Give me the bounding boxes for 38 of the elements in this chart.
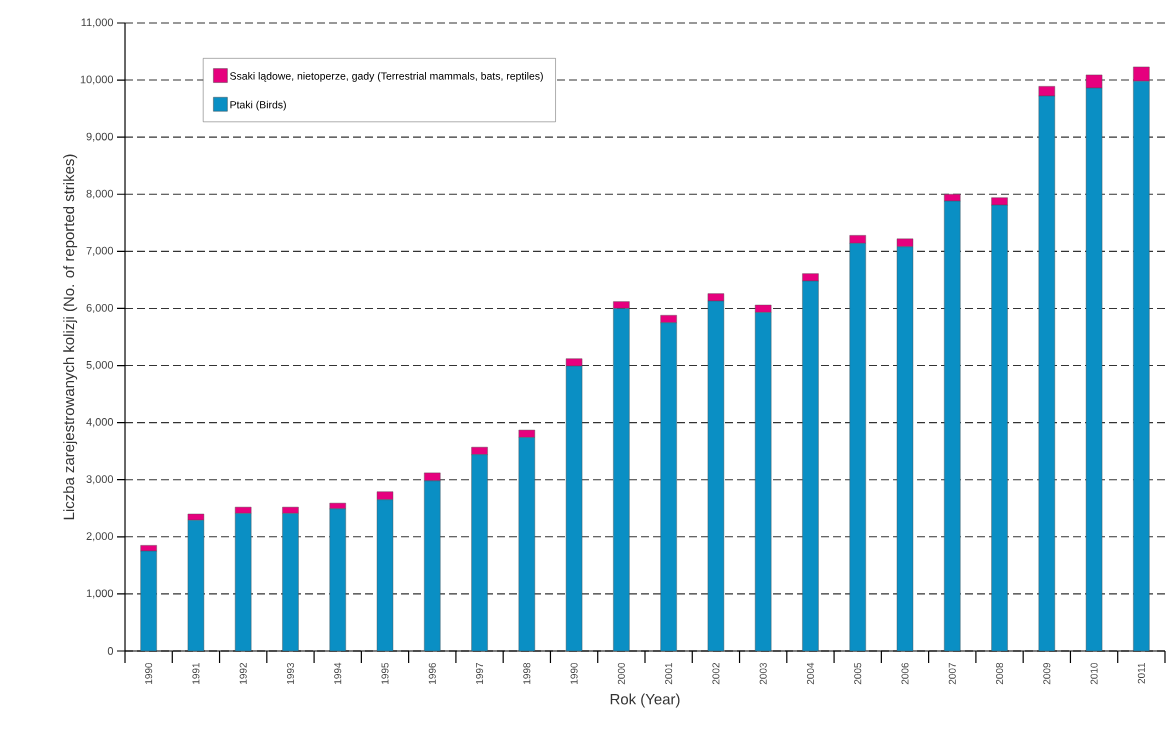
x-tick-label: 2011: [1137, 662, 1145, 684]
x-tick-label: 1995: [381, 662, 389, 684]
y-tick-label: 1,000: [86, 589, 114, 599]
y-tick-label: 7,000: [86, 246, 114, 256]
x-tick-label: 2004: [806, 662, 814, 685]
x-tick-label: 1990: [570, 662, 578, 684]
y-tick-label: 5,000: [86, 361, 114, 371]
y-tick-label: 6,000: [86, 303, 114, 313]
x-tick-label: 1996: [428, 662, 436, 684]
x-tick-label: 2006: [901, 662, 909, 685]
x-axis-title: Rok (Year): [610, 693, 680, 708]
x-tick-label: 1990: [145, 662, 153, 684]
x-tick-label: 2000: [617, 662, 625, 685]
x-tick-label: 1991: [192, 662, 200, 684]
x-tick-label: 2002: [712, 663, 720, 685]
x-tick-label: 2005: [854, 662, 862, 685]
y-tick-label: 10,000: [80, 75, 114, 85]
x-tick-label: 2009: [1043, 662, 1051, 685]
y-tick-label: 4,000: [86, 418, 114, 428]
y-tick-label: 3,000: [86, 475, 114, 485]
x-tick-label: 2010: [1090, 662, 1098, 685]
y-tick-label: 8,000: [86, 189, 114, 199]
y-tick-label: 0: [107, 647, 114, 655]
legend-label: Ptaki (Birds): [230, 100, 286, 111]
x-tick-label: 2003: [759, 662, 767, 685]
x-tick-label: 1997: [476, 663, 484, 684]
x-tick-label: 1992: [239, 663, 247, 684]
x-tick-label: 2008: [996, 662, 1004, 685]
x-tick-label: 1994: [334, 662, 342, 684]
x-tick-label: 1998: [523, 662, 531, 684]
y-axis-title: Liczba zarejestrowanych kolizji (No. of reported strikes): [63, 154, 78, 520]
x-tick-label: 1993: [286, 662, 294, 684]
x-tick-label: 2001: [665, 662, 673, 685]
legend-label: Ssaki lądowe, nietoperze, gady (Terrestrial mammals, bats, reptiles): [230, 72, 543, 82]
y-tick-label: 11,000: [81, 18, 114, 28]
y-tick-label: 2,000: [86, 532, 114, 542]
x-tick-label: 2007: [948, 663, 956, 685]
y-tick-label: 9,000: [86, 132, 114, 142]
